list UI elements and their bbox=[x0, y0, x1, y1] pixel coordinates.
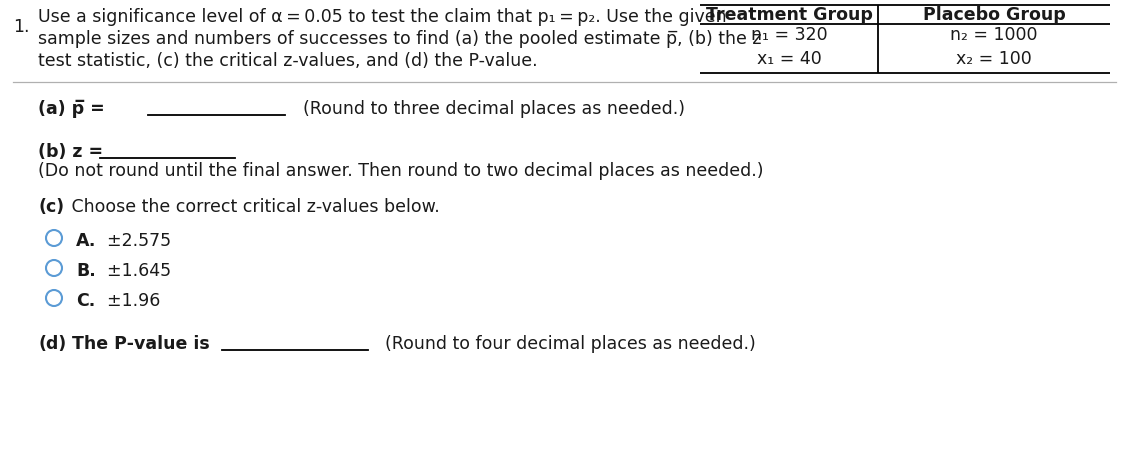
Text: Choose the correct critical z-values below.: Choose the correct critical z-values bel… bbox=[65, 198, 440, 216]
Text: Use a significance level of α = 0.05 to test the claim that p₁ = p₂. Use the giv: Use a significance level of α = 0.05 to … bbox=[38, 8, 727, 26]
Text: x₁ = 40: x₁ = 40 bbox=[756, 50, 822, 68]
Text: test statistic, (c) the critical z-values, and (d) the P-value.: test statistic, (c) the critical z-value… bbox=[38, 52, 537, 70]
Text: ±1.96: ±1.96 bbox=[96, 292, 160, 310]
Text: The P-value is: The P-value is bbox=[65, 335, 210, 353]
Text: (d): (d) bbox=[38, 335, 67, 353]
Text: (Do not round until the final answer. Then round to two decimal places as needed: (Do not round until the final answer. Th… bbox=[38, 162, 763, 180]
Text: (Round to four decimal places as needed.): (Round to four decimal places as needed.… bbox=[385, 335, 755, 353]
Text: x₂ = 100: x₂ = 100 bbox=[956, 50, 1032, 68]
Text: A.: A. bbox=[76, 232, 96, 250]
Text: ±1.645: ±1.645 bbox=[96, 262, 172, 280]
Text: C.: C. bbox=[76, 292, 95, 310]
Text: Treatment Group: Treatment Group bbox=[706, 6, 873, 24]
Text: (c): (c) bbox=[38, 198, 64, 216]
Text: sample sizes and numbers of successes to find (a) the pooled estimate p̅, (b) th: sample sizes and numbers of successes to… bbox=[38, 30, 761, 48]
Text: Placebo Group: Placebo Group bbox=[922, 6, 1066, 24]
Text: ±2.575: ±2.575 bbox=[96, 232, 172, 250]
Text: (b) z =: (b) z = bbox=[38, 143, 103, 161]
Text: B.: B. bbox=[76, 262, 96, 280]
Text: (Round to three decimal places as needed.): (Round to three decimal places as needed… bbox=[303, 100, 685, 118]
Text: n₁ = 320: n₁ = 320 bbox=[751, 26, 828, 44]
Text: 1.: 1. bbox=[14, 18, 29, 36]
Text: n₂ = 1000: n₂ = 1000 bbox=[951, 26, 1038, 44]
Text: (a) p̅ =: (a) p̅ = bbox=[38, 100, 105, 118]
